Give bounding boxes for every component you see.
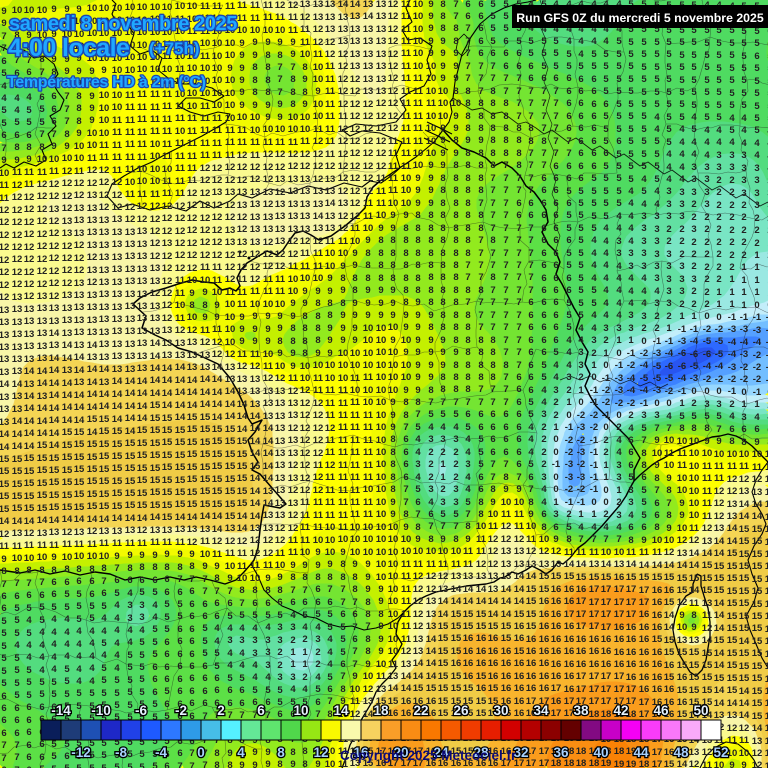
svg-text:18: 18 [373, 703, 389, 718]
svg-text:Températures HD à 2m (°C): Températures HD à 2m (°C) [7, 74, 206, 91]
svg-text:26: 26 [453, 703, 469, 718]
svg-text:2: 2 [217, 703, 225, 718]
svg-text:-12: -12 [71, 745, 91, 760]
svg-text:30: 30 [493, 703, 508, 718]
svg-text:-8: -8 [115, 745, 127, 760]
svg-text:-2: -2 [175, 703, 187, 718]
svg-text:22: 22 [413, 703, 428, 718]
svg-text:16: 16 [353, 745, 369, 760]
svg-text:14: 14 [333, 703, 349, 718]
svg-text:-6: -6 [135, 703, 147, 718]
svg-text:44: 44 [633, 745, 649, 760]
svg-text:666665555555556677777766678101: 6666655555555566777777666781012141516161… [1, 708, 768, 726]
svg-text:(+75h): (+75h) [149, 39, 200, 58]
svg-text:52: 52 [713, 745, 728, 760]
svg-text:42: 42 [613, 703, 628, 718]
svg-text:36: 36 [553, 745, 569, 760]
svg-text:-10: -10 [91, 703, 111, 718]
svg-text:-14: -14 [51, 703, 71, 718]
svg-text:8: 8 [277, 745, 285, 760]
svg-text:46: 46 [653, 703, 669, 718]
svg-text:4:00 locale: 4:00 locale [8, 34, 130, 62]
svg-text:40: 40 [593, 745, 608, 760]
svg-text:20: 20 [393, 745, 408, 760]
svg-text:12: 12 [313, 745, 328, 760]
svg-text:Copyright 2025 Meteociel.fr: Copyright 2025 Meteociel.fr [340, 748, 517, 763]
svg-text:676555555555567778899989891011: 6765555555555677788999898910111315161717… [1, 758, 768, 768]
svg-text:24: 24 [433, 745, 449, 760]
svg-text:38: 38 [573, 703, 589, 718]
svg-text:4: 4 [237, 745, 245, 760]
svg-text:samedi 8 novembre 2025: samedi 8 novembre 2025 [9, 13, 237, 35]
svg-text:6: 6 [257, 703, 265, 718]
svg-text:0: 0 [197, 745, 205, 760]
svg-text:28: 28 [473, 745, 489, 760]
svg-text:10: 10 [293, 703, 308, 718]
svg-text:48: 48 [673, 745, 689, 760]
svg-text:34: 34 [533, 703, 549, 718]
svg-text:32: 32 [513, 745, 528, 760]
svg-text:Run GFS 0Z du mercredi 5 novem: Run GFS 0Z du mercredi 5 novembre 2025 [516, 11, 764, 25]
svg-text:-4: -4 [155, 745, 167, 760]
svg-text:50: 50 [693, 703, 708, 718]
